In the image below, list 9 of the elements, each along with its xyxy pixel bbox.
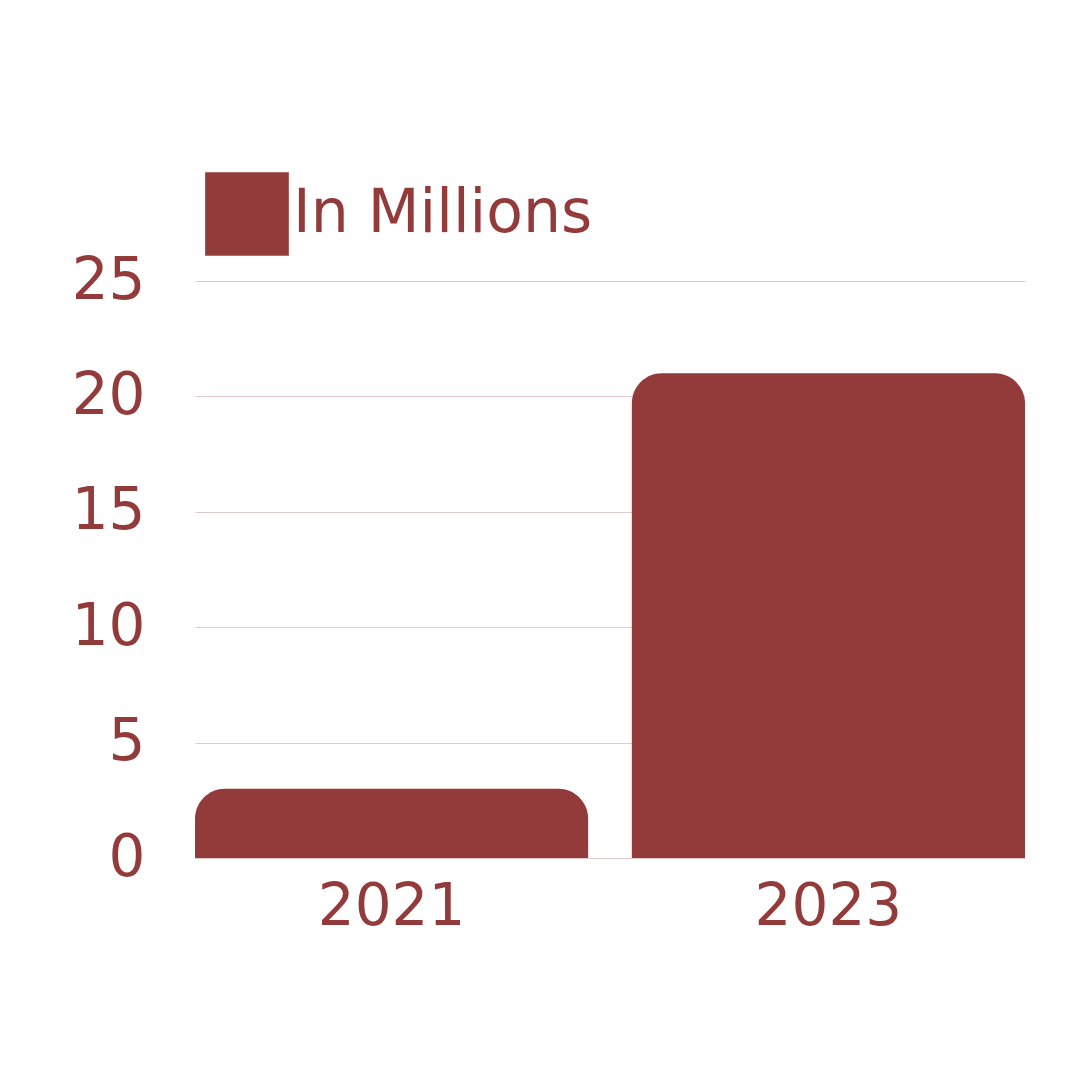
- x-tick-label: 2023: [754, 870, 903, 939]
- y-tick-label: 0: [108, 821, 146, 890]
- legend-label: In Millions: [293, 176, 593, 246]
- y-tick-label: 15: [71, 475, 146, 544]
- y-tick-label: 25: [71, 244, 146, 313]
- y-tick-label: 20: [71, 359, 146, 428]
- x-tick-label: 2021: [317, 870, 466, 939]
- y-tick-label: 10: [71, 590, 146, 659]
- y-tick-label: 5: [108, 706, 146, 775]
